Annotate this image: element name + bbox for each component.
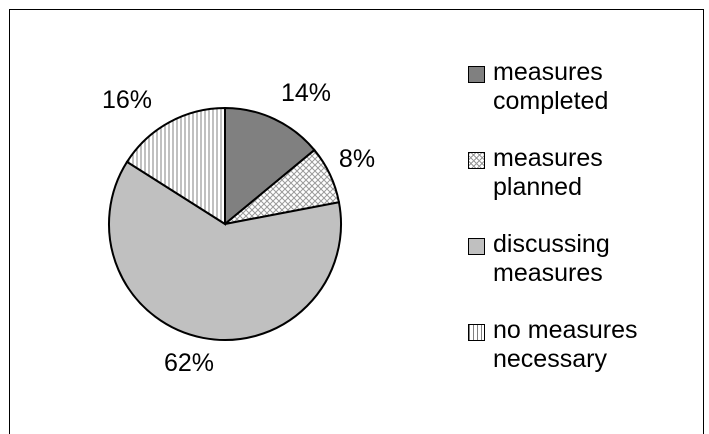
slice-label-measures-completed: 14% (281, 79, 331, 107)
legend-item-no-measures-necessary: no measures necessary (465, 316, 700, 402)
legend-label-no-measures-necessary: no measures necessary (493, 316, 638, 373)
legend-item-measures-completed: measures completed (465, 58, 700, 144)
legend-label-discussing-measures: discussing measures (493, 230, 610, 287)
pie-slice-discussing-measures (108, 160, 342, 341)
pie-slice-measures-completed (224, 106, 316, 227)
legend-label-measures-planned: measures planned (493, 144, 603, 201)
legend-swatch-measures-completed (468, 66, 485, 83)
legend-swatch-discussing-measures (468, 238, 485, 255)
legend-item-discussing-measures: discussing measures (465, 230, 700, 316)
legend: measures completed measures planned disc… (465, 58, 700, 402)
legend-swatch-measures-planned (468, 152, 485, 169)
pie-slice-no-measures-necessary (125, 106, 226, 226)
legend-item-measures-planned: measures planned (465, 144, 700, 230)
legend-label-measures-completed: measures completed (493, 58, 609, 115)
legend-swatch-no-measures-necessary (468, 324, 485, 341)
chart-frame (9, 9, 704, 434)
slice-label-discussing-measures: 62% (164, 349, 214, 377)
slice-label-measures-planned: 8% (339, 145, 375, 173)
slice-label-no-measures-necessary: 16% (102, 86, 152, 114)
